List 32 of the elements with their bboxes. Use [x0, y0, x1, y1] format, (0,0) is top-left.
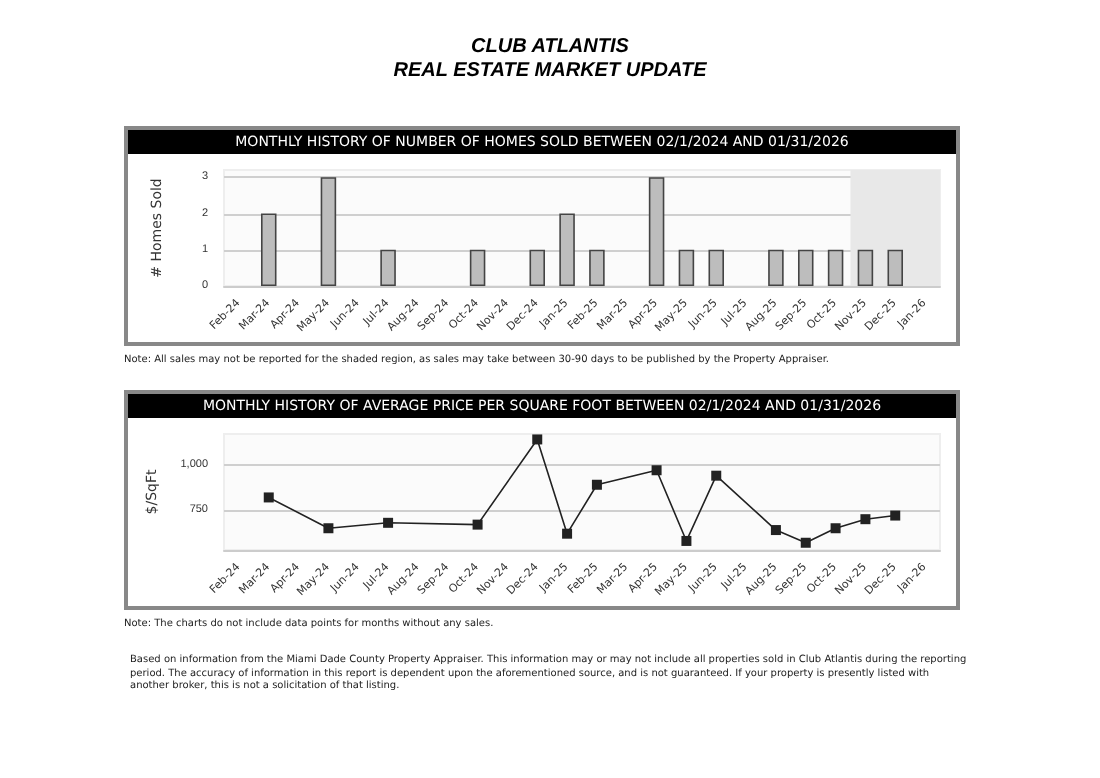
bar [559, 213, 575, 286]
point [532, 434, 543, 445]
point [472, 519, 483, 530]
point [800, 537, 811, 548]
bar [708, 249, 725, 286]
bar [648, 177, 665, 286]
bar [469, 249, 486, 286]
point [323, 523, 334, 534]
bar [768, 249, 784, 286]
bar [887, 249, 904, 286]
bar [380, 249, 396, 286]
bar [260, 213, 277, 286]
text: REAL ESTATE MARKET UPDATE [391, 60, 709, 84]
point [830, 523, 841, 534]
point [562, 528, 573, 539]
point [860, 514, 871, 525]
point [770, 525, 781, 536]
point [711, 470, 722, 481]
bar [529, 249, 546, 286]
point [591, 479, 602, 490]
bar [589, 249, 605, 286]
bar [827, 249, 844, 286]
bar [857, 249, 874, 286]
bar [797, 249, 814, 286]
point [890, 510, 901, 521]
point [681, 535, 692, 546]
bar [678, 249, 695, 286]
point [263, 492, 274, 503]
text: CLUB ATLANTIS [469, 36, 631, 60]
point [383, 517, 394, 528]
bar [320, 177, 337, 286]
point [651, 465, 662, 476]
